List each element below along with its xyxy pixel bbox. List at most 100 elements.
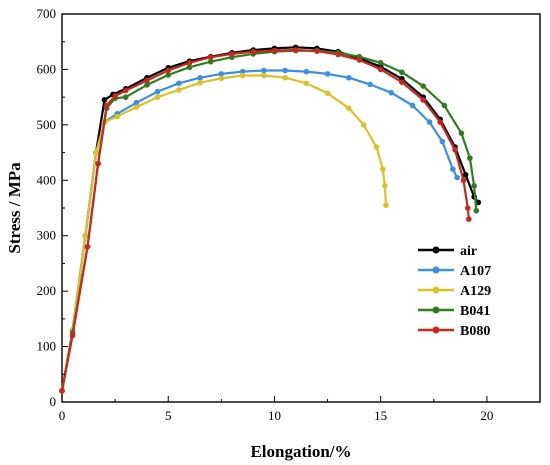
legend-swatch-marker bbox=[432, 266, 440, 274]
data-point bbox=[261, 72, 267, 79]
legend-swatch-marker bbox=[432, 246, 440, 254]
data-point bbox=[218, 71, 225, 77]
legend-label: air bbox=[460, 244, 477, 259]
data-point bbox=[458, 130, 465, 136]
data-point bbox=[207, 58, 214, 65]
data-point bbox=[464, 205, 471, 211]
data-point bbox=[218, 75, 225, 82]
data-point bbox=[101, 97, 108, 103]
data-point bbox=[473, 207, 480, 214]
series-line bbox=[60, 49, 478, 392]
legend-item: A129 bbox=[418, 284, 491, 299]
series-b041 bbox=[59, 47, 480, 394]
y-axis-title: Stress / MPa bbox=[5, 162, 24, 254]
data-point bbox=[373, 144, 380, 150]
legend-item: A107 bbox=[418, 264, 491, 279]
series-a129 bbox=[59, 72, 389, 394]
plot-area bbox=[59, 13, 541, 403]
data-point bbox=[346, 105, 352, 112]
data-point bbox=[379, 166, 386, 172]
data-point bbox=[112, 93, 118, 99]
y-axis: 0 100 200 300 400 500 600 700 bbox=[37, 6, 68, 409]
y-tick-label: 100 bbox=[37, 339, 57, 354]
data-point bbox=[292, 47, 299, 53]
data-point bbox=[460, 177, 467, 184]
data-point bbox=[439, 138, 446, 145]
data-point bbox=[399, 69, 405, 75]
y-tick-label: 700 bbox=[37, 6, 57, 21]
data-point bbox=[377, 59, 384, 66]
data-point bbox=[303, 80, 310, 87]
legend-label: A107 bbox=[460, 264, 491, 279]
data-point bbox=[335, 51, 341, 58]
data-point bbox=[176, 87, 182, 93]
data-point bbox=[103, 102, 110, 109]
data-point bbox=[165, 67, 172, 74]
data-point bbox=[399, 79, 405, 85]
data-point bbox=[133, 104, 140, 110]
y-tick-label: 200 bbox=[37, 283, 57, 298]
legend: air A107 A129 B041 B080 bbox=[418, 244, 491, 339]
data-point bbox=[69, 332, 76, 339]
x-tick-label: 0 bbox=[59, 408, 66, 423]
legend-label: B080 bbox=[460, 324, 490, 339]
data-point bbox=[144, 82, 150, 88]
x-tick-label: 5 bbox=[165, 408, 172, 423]
data-point bbox=[282, 67, 288, 74]
x-tick-label: 10 bbox=[268, 408, 281, 423]
legend-swatch-marker bbox=[432, 286, 440, 294]
data-point bbox=[388, 89, 395, 96]
data-point bbox=[186, 64, 193, 71]
data-point bbox=[383, 202, 389, 209]
series-line bbox=[60, 69, 459, 392]
data-point bbox=[122, 87, 129, 94]
y-tick-label: 300 bbox=[37, 228, 57, 243]
data-point bbox=[360, 122, 367, 128]
data-point bbox=[462, 171, 469, 178]
x-axis-title: Elongation/% bbox=[250, 442, 351, 461]
data-point bbox=[367, 81, 373, 88]
y-tick-label: 0 bbox=[50, 394, 57, 409]
legend-swatch-marker bbox=[432, 306, 440, 314]
legend-swatch-marker bbox=[432, 326, 440, 334]
data-point bbox=[261, 67, 267, 74]
data-point bbox=[239, 68, 246, 75]
data-point bbox=[356, 57, 363, 63]
data-point bbox=[324, 71, 331, 77]
data-point bbox=[282, 74, 288, 81]
data-point bbox=[420, 83, 426, 89]
data-point bbox=[154, 94, 161, 100]
data-point bbox=[377, 66, 384, 73]
data-point bbox=[303, 68, 310, 75]
legend-label: A129 bbox=[460, 284, 491, 299]
data-point bbox=[82, 232, 89, 239]
y-tick-label: 600 bbox=[37, 61, 57, 76]
data-point bbox=[239, 72, 246, 79]
x-tick-label: 20 bbox=[480, 408, 493, 423]
data-point bbox=[95, 160, 101, 167]
data-point bbox=[314, 48, 320, 54]
data-point bbox=[165, 72, 172, 78]
legend-item: B080 bbox=[418, 324, 490, 339]
data-point bbox=[346, 74, 352, 81]
data-point bbox=[93, 149, 99, 156]
data-point bbox=[450, 166, 456, 172]
data-point bbox=[467, 155, 473, 161]
series-line bbox=[60, 48, 470, 392]
data-point bbox=[144, 77, 150, 84]
data-point bbox=[229, 51, 235, 57]
data-point bbox=[197, 79, 203, 86]
data-point bbox=[271, 47, 278, 54]
data-point bbox=[154, 88, 161, 95]
data-point bbox=[437, 119, 443, 125]
data-point bbox=[452, 147, 458, 153]
x-axis: 0 5 10 15 20 bbox=[59, 396, 541, 423]
series-b080 bbox=[59, 47, 472, 394]
data-point bbox=[382, 183, 388, 189]
data-point bbox=[114, 113, 121, 120]
legend-item: B041 bbox=[418, 304, 490, 319]
data-point bbox=[250, 48, 256, 55]
series-line bbox=[60, 74, 388, 392]
data-point bbox=[84, 244, 91, 250]
